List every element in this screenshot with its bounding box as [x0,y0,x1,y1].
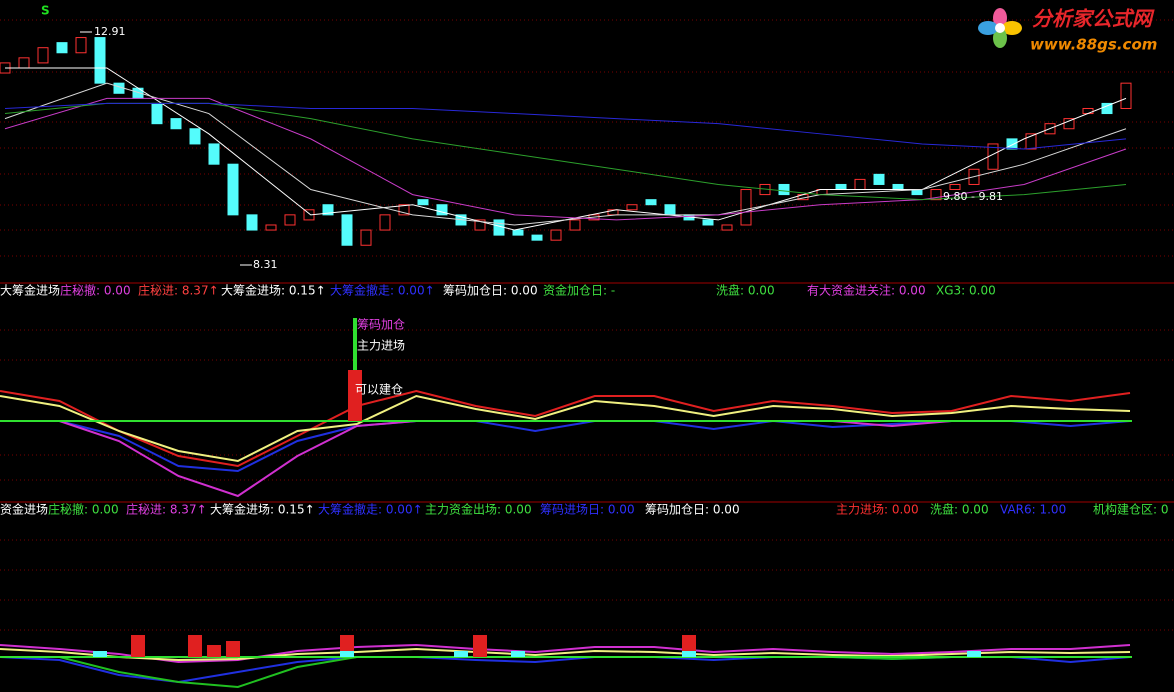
candle [835,183,847,191]
indicator-label: 筹码进场日: 0.00 [540,503,635,517]
indicator-line [0,394,1131,463]
cyan-bar [511,651,525,657]
moving-average [4,102,1127,150]
indicator-label: 有大资金进关注: 0.00 [807,283,926,298]
candle [341,214,353,246]
indicator-line [0,389,1131,468]
candle [284,214,296,226]
candle [1120,82,1132,109]
indicator-label: 资金加仓日: - [543,283,615,298]
indicator-label: 大筹金撤走: 0.00↑ [318,502,423,517]
candle [1025,133,1037,150]
annotation: 主力进场 [357,339,405,353]
moving-average [4,82,1127,226]
candle [474,219,486,231]
indicator-line [0,643,1131,664]
logo-url: www.88gs.com [1030,36,1157,54]
candle [778,183,790,196]
red-bar [131,635,145,657]
indicator-label: 主力进场: 0.00 [836,503,919,517]
indicator-label: 大筹金进场: 0.15↑ [210,502,315,517]
candle [360,229,372,246]
candle [75,37,87,54]
candle [512,229,524,236]
candle [569,219,581,231]
candle [1082,107,1094,115]
candle [170,118,182,130]
candle [322,204,334,216]
candle [1006,138,1018,150]
candle [664,204,676,216]
indicator-label: 大筹金进场 [0,283,60,298]
candle [930,189,942,201]
candle [531,234,543,241]
indicator-label: 庄秘撤: 0.00 [48,502,119,517]
logo: 分析家公式网 www.88gs.com [978,7,1157,54]
logo-name: 分析家公式网 [1032,7,1155,31]
indicator-label: 大筹金撤走: 0.00↑ [330,283,435,298]
cyan-bar [967,651,981,657]
cyan-bar [682,651,696,657]
indicator-label: 庄秘进: 8.37↑ [126,502,207,517]
indicator-line [0,647,1131,662]
cyan-bar [93,651,107,657]
red-bar [473,635,487,657]
indicator-label: 主力资金出场: 0.00 [425,502,532,517]
grid [0,19,1174,631]
low-label: 8.31 [253,258,278,271]
candle [949,183,961,191]
candle [246,214,258,231]
indicator-label: 资金进场 [0,502,48,517]
candle [626,204,638,211]
candle [94,37,106,84]
candle [379,214,391,231]
indicator-label: 筹码加仓日: 0.00 [645,503,740,517]
candle [721,224,733,231]
candle [208,143,220,165]
signal-bar [348,370,362,421]
candle [550,229,562,241]
candle [1101,102,1113,115]
candle [18,57,30,69]
red-bar [226,641,240,657]
signal-mark: S [41,4,50,18]
candle [854,178,866,191]
candle [702,219,714,226]
candle [265,224,277,231]
indicator-label: 大筹金进场: 0.15↑ [221,283,326,298]
candle [417,199,429,206]
indicator-label: 筹码加仓日: 0.00 [443,284,538,298]
candle [56,42,68,54]
candle [740,189,752,226]
candle [892,183,904,191]
candle [37,47,49,64]
candle [645,199,657,206]
candle [436,204,448,216]
range-label: 9.80 - 9.81 [943,190,1003,203]
indicator-label: 洗盘: 0.00 [930,502,989,517]
annotation: 筹码加仓 [357,318,405,332]
indicator-label: 庄秘撤: 0.00 [60,283,131,298]
candle [151,102,163,125]
candle [227,163,239,216]
high-label: 12.91 [94,25,126,38]
annotation: 可以建仓 [355,383,403,397]
candle [873,173,885,185]
candle [398,204,410,216]
indicator-label: 洗盘: 0.00 [716,283,775,298]
candle [189,128,201,145]
moving-average [4,97,1127,221]
red-bar [188,635,202,657]
cyan-bar [340,651,354,657]
candle [1063,118,1075,130]
indicator-label: 机构建仓区: 0 [1093,502,1169,517]
indicator-label: VAR6: 1.00 [1000,503,1066,517]
indicator-label: 庄秘进: 8.37↑ [138,283,219,298]
red-bar [207,645,221,657]
indicator-label: XG3: 0.00 [936,284,996,298]
cyan-bar [454,651,468,657]
